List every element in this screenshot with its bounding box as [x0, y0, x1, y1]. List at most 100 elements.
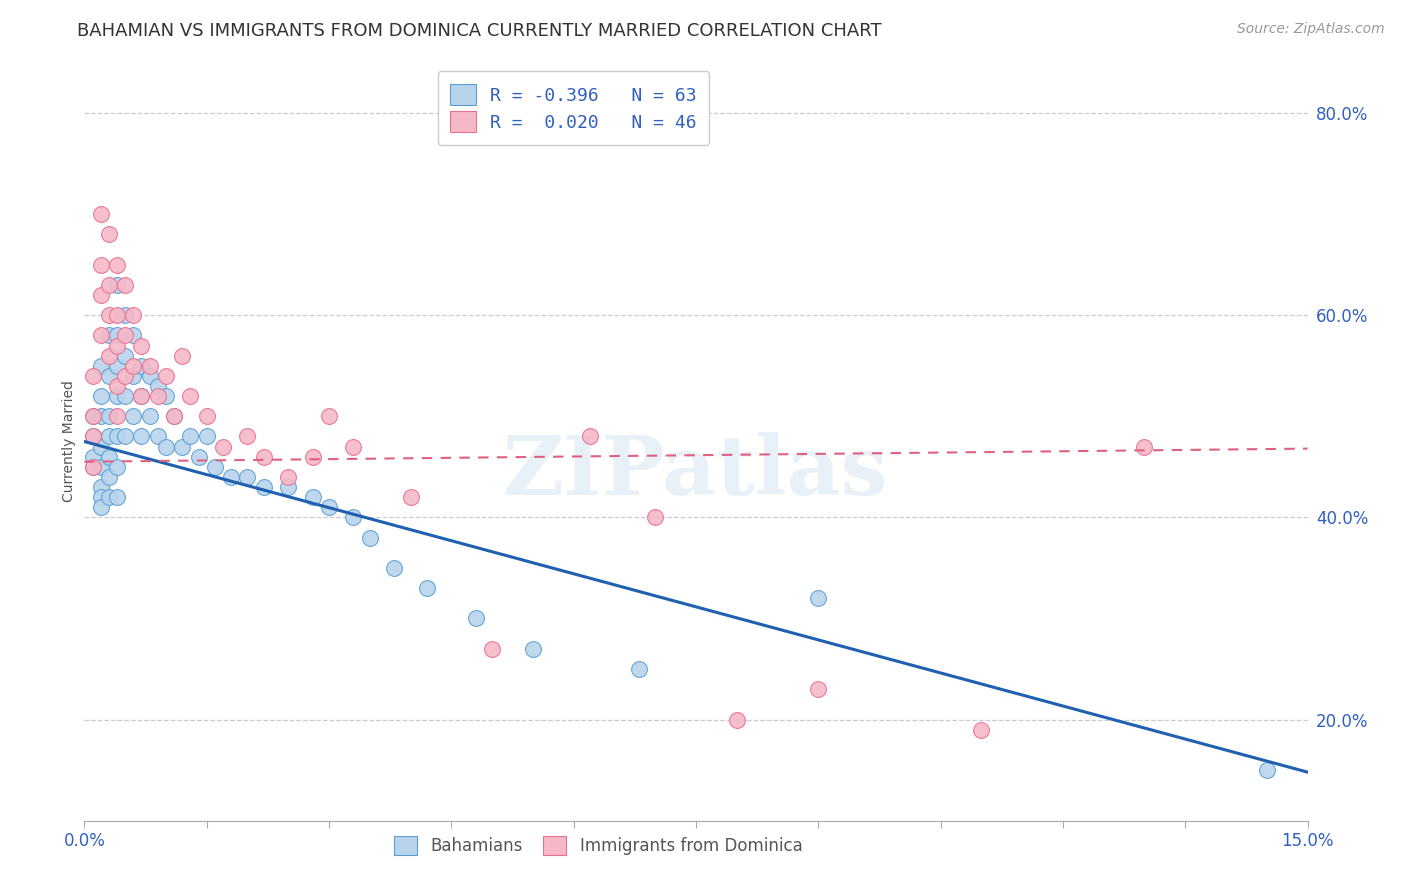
Point: [82, 409, 104, 424]
Point: [97, 227, 120, 242]
Point: [90, 490, 112, 504]
Point: [82, 368, 104, 383]
Point: [644, 510, 666, 524]
Point: [97, 349, 120, 363]
Point: [627, 662, 650, 676]
Point: [155, 368, 177, 383]
Point: [97, 450, 120, 464]
Point: [342, 510, 364, 524]
Point: [82, 429, 104, 443]
Point: [318, 500, 340, 515]
Point: [105, 429, 128, 443]
Point: [131, 389, 153, 403]
Text: Source: ZipAtlas.com: Source: ZipAtlas.com: [1237, 22, 1385, 37]
Point: [236, 470, 259, 484]
Point: [138, 359, 160, 373]
Point: [318, 409, 340, 424]
Point: [114, 349, 136, 363]
Point: [277, 470, 299, 484]
Point: [172, 349, 194, 363]
Point: [382, 561, 405, 575]
Point: [82, 459, 104, 474]
Point: [212, 440, 235, 454]
Point: [253, 480, 276, 494]
Point: [90, 328, 112, 343]
Point: [1256, 763, 1278, 777]
Point: [399, 490, 422, 504]
Point: [195, 409, 218, 424]
Point: [359, 531, 381, 545]
Point: [97, 470, 120, 484]
Point: [105, 258, 128, 272]
Point: [122, 359, 145, 373]
Point: [105, 359, 128, 373]
Point: [131, 389, 153, 403]
Point: [97, 409, 120, 424]
Point: [179, 389, 201, 403]
Point: [114, 328, 136, 343]
Point: [90, 389, 112, 403]
Point: [97, 490, 120, 504]
Point: [172, 440, 194, 454]
Point: [195, 429, 218, 443]
Point: [131, 338, 153, 352]
Point: [90, 440, 112, 454]
Point: [155, 440, 177, 454]
Point: [90, 480, 112, 494]
Point: [146, 379, 169, 393]
Point: [114, 429, 136, 443]
Point: [105, 409, 128, 424]
Text: ZIPatlas: ZIPatlas: [503, 432, 889, 512]
Point: [114, 368, 136, 383]
Point: [1133, 440, 1156, 454]
Point: [122, 328, 145, 343]
Point: [122, 409, 145, 424]
Point: [105, 459, 128, 474]
Point: [522, 641, 544, 656]
Point: [90, 500, 112, 515]
Point: [481, 641, 503, 656]
Point: [131, 429, 153, 443]
Point: [236, 429, 259, 443]
Point: [725, 713, 748, 727]
Point: [179, 429, 201, 443]
Text: BAHAMIAN VS IMMIGRANTS FROM DOMINICA CURRENTLY MARRIED CORRELATION CHART: BAHAMIAN VS IMMIGRANTS FROM DOMINICA CUR…: [77, 22, 882, 40]
Point: [105, 490, 128, 504]
Point: [105, 389, 128, 403]
Point: [970, 723, 993, 737]
Point: [105, 338, 128, 352]
Point: [90, 258, 112, 272]
Point: [579, 429, 602, 443]
Point: [90, 359, 112, 373]
Point: [155, 389, 177, 403]
Point: [82, 450, 104, 464]
Point: [807, 682, 830, 697]
Point: [464, 611, 486, 625]
Point: [105, 379, 128, 393]
Point: [90, 459, 112, 474]
Point: [253, 450, 276, 464]
Point: [163, 409, 186, 424]
Point: [82, 459, 104, 474]
Point: [82, 409, 104, 424]
Point: [146, 389, 169, 403]
Point: [204, 459, 226, 474]
Point: [122, 308, 145, 322]
Point: [97, 368, 120, 383]
Point: [807, 591, 830, 606]
Point: [122, 368, 145, 383]
Point: [105, 277, 128, 292]
Point: [114, 277, 136, 292]
Point: [105, 328, 128, 343]
Point: [146, 429, 169, 443]
Point: [219, 470, 242, 484]
Point: [82, 429, 104, 443]
Point: [301, 490, 323, 504]
Point: [138, 409, 160, 424]
Point: [97, 308, 120, 322]
Point: [90, 288, 112, 302]
Point: [187, 450, 209, 464]
Point: [90, 409, 112, 424]
Point: [277, 480, 299, 494]
Point: [131, 359, 153, 373]
